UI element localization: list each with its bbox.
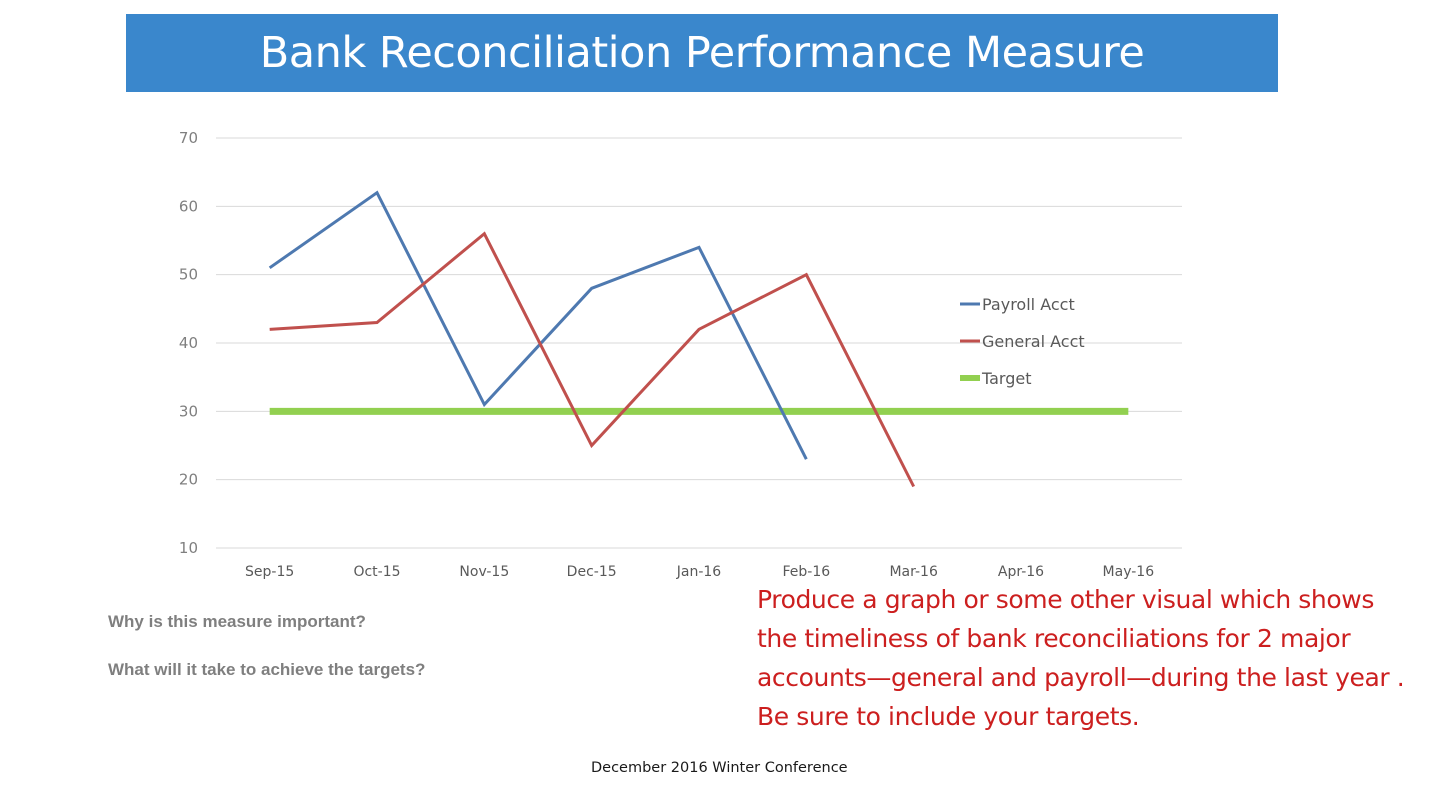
y-tick-label: 70 (179, 129, 198, 147)
x-tick-label: Apr-16 (998, 564, 1044, 580)
question-achieve-targets: What will it take to achieve the targets… (108, 660, 426, 679)
legend-label-target: Target (981, 369, 1032, 388)
series-line-general-acct (269, 231, 916, 488)
question-why-important: Why is this measure important? (108, 612, 366, 631)
chart-series (268, 190, 1129, 488)
x-tick-label: Nov-15 (459, 564, 509, 580)
y-tick-label: 30 (179, 402, 198, 420)
legend-label-general-acct: General Acct (982, 332, 1085, 351)
x-tick-label: Dec-15 (567, 564, 617, 580)
y-tick-label: 60 (179, 197, 198, 215)
y-tick-label: 10 (179, 539, 198, 557)
x-tick-label: May-16 (1103, 564, 1155, 580)
y-tick-label: 20 (179, 471, 198, 489)
footer-text: December 2016 Winter Conference (591, 760, 848, 776)
y-tick-label: 40 (179, 334, 198, 352)
x-tick-label: Feb-16 (783, 564, 831, 580)
y-axis: 10 20 30 40 50 60 70 (179, 129, 198, 557)
line-chart: 10 20 30 40 50 60 70 Sep-15 Oct-15 Nov-15 Dec-15 J… (179, 129, 1182, 580)
series-line-payroll-acct (268, 190, 808, 460)
title-banner: Bank Reconciliation Performance Measure (126, 14, 1278, 92)
legend-label-payroll-acct: Payroll Acct (982, 295, 1075, 314)
chart-legend: Payroll Acct General Acct Target (960, 295, 1085, 388)
y-tick-label: 50 (179, 266, 198, 284)
slide-title: Bank Reconciliation Performance Measure (259, 28, 1145, 78)
x-tick-label: Oct-15 (353, 564, 400, 580)
x-axis: Sep-15 Oct-15 Nov-15 Dec-15 Jan-16 Feb-16 Mar-… (245, 564, 1154, 580)
instruction-text: Produce a graph or some other visual whi… (757, 585, 1405, 731)
x-tick-label: Sep-15 (245, 564, 294, 580)
x-tick-label: Jan-16 (676, 564, 722, 580)
x-tick-label: Mar-16 (889, 564, 937, 580)
